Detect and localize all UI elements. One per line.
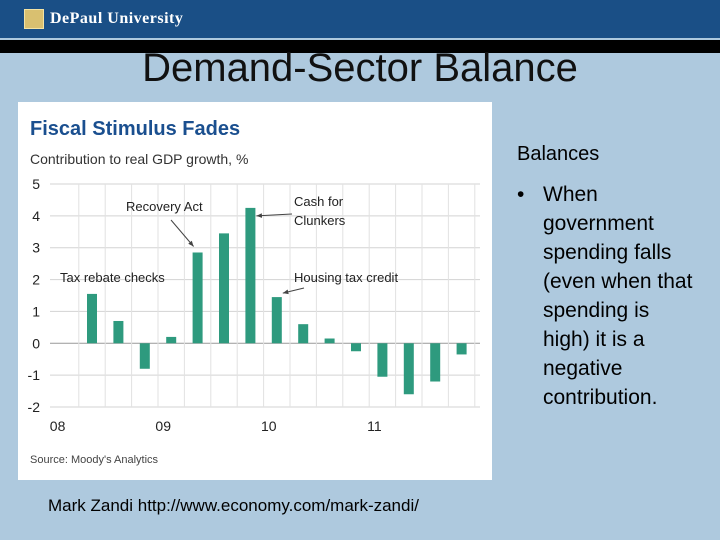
- annotation-label: Recovery Act: [126, 199, 203, 214]
- x-tick-label: 08: [50, 418, 66, 434]
- bullet-dot: •: [517, 183, 525, 206]
- chart-panel: Fiscal Stimulus Fades Contribution to re…: [18, 102, 492, 480]
- bullet-text: When government spending falls (even whe…: [543, 183, 693, 409]
- slide-title: Demand-Sector Balance: [142, 46, 578, 90]
- annotation-label: Cash for: [294, 194, 344, 209]
- y-tick-label: 3: [32, 240, 40, 256]
- side-title: Balances: [517, 143, 600, 165]
- bar: [456, 343, 467, 355]
- y-tick-label: 4: [32, 208, 40, 224]
- y-tick-label: 5: [32, 176, 40, 192]
- bar: [139, 343, 150, 369]
- university-logo: DePaul University: [24, 9, 183, 29]
- bar: [430, 343, 441, 382]
- bar: [351, 343, 361, 352]
- bar: [192, 252, 203, 344]
- x-tick-label: 11: [367, 418, 382, 434]
- annotation-arrowhead: [256, 213, 263, 218]
- bar: [324, 338, 335, 344]
- bar: [166, 336, 177, 344]
- chart-subtitle: Contribution to real GDP growth, %: [30, 151, 248, 167]
- bar: [403, 343, 414, 395]
- annotation-arrowhead: [282, 289, 289, 295]
- bar: [87, 293, 97, 344]
- shield-icon: [24, 9, 44, 29]
- bar: [271, 297, 282, 344]
- annotation-arrow: [256, 213, 293, 217]
- header-bar: DePaul University: [0, 0, 720, 38]
- bullet-item: • When government spending falls (even w…: [517, 180, 717, 412]
- y-tick-label: 2: [32, 272, 40, 288]
- annotation-label: Clunkers: [294, 213, 346, 228]
- bar-chart: Fiscal Stimulus Fades Contribution to re…: [28, 118, 480, 466]
- side-panel: Balances • When government spending fall…: [517, 142, 717, 412]
- header-divider: [0, 40, 720, 53]
- bar: [377, 343, 388, 377]
- annotation-arrowhead: [188, 240, 194, 247]
- source-credit: Mark Zandi http://www.economy.com/mark-z…: [48, 496, 419, 515]
- bar: [298, 324, 309, 344]
- y-tick-label: -2: [28, 399, 41, 415]
- bar: [219, 233, 229, 344]
- bar: [113, 320, 124, 344]
- y-tick-label: 1: [32, 303, 40, 319]
- x-tick-label: 10: [261, 418, 277, 434]
- x-tick-label: 09: [155, 418, 171, 434]
- y-tick-label: -1: [28, 367, 41, 383]
- annotation-arrow: [170, 219, 194, 247]
- y-tick-label: 0: [32, 335, 40, 351]
- annotation-label: Tax rebate checks: [60, 270, 165, 285]
- chart-source: Source: Moody's Analytics: [30, 454, 159, 466]
- chart-title: Fiscal Stimulus Fades: [30, 118, 240, 140]
- logo-text: DePaul University: [50, 10, 184, 27]
- annotation-label: Housing tax credit: [294, 270, 398, 285]
- bar: [245, 207, 256, 344]
